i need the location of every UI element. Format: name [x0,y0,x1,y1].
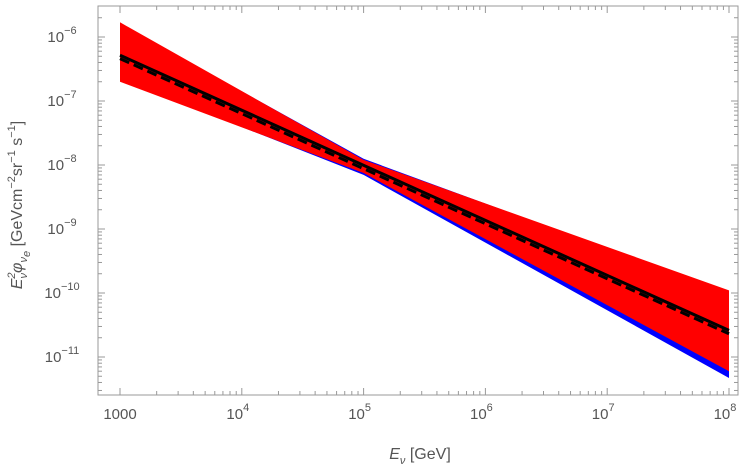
y-tick-label: 10−8 [47,153,76,174]
y-tick-label: 10−9 [47,217,76,238]
y-tick-label: 10−6 [47,25,76,46]
y-axis-label: E2νφνe [GeVcm−2sr−1 s−1] [6,121,33,289]
x-tick-label: 107 [592,402,615,423]
y-tick-label: 10−10 [44,281,79,302]
x-tick-label: 105 [348,402,371,423]
x-tick-label: 108 [714,402,737,423]
tick-labels: 1000 104 105 106 107 108 10−11 10−10 10−9 10−8 10−… [44,25,736,423]
axis-ticks [98,6,738,395]
flux-line-solid [119,53,730,332]
y-tick-label: 10−7 [47,89,76,110]
x-axis-label: Eν [GeV] [389,446,451,467]
x-tick-label: 104 [226,402,249,423]
uncertainty-bands [120,22,729,379]
flux-lines [119,53,730,336]
y-tick-label: 10−11 [45,345,80,366]
x-tick-label: 1000 [103,406,136,423]
flux-line-dashed [119,57,730,336]
x-tick-label: 106 [470,402,493,423]
plot-frame [97,5,739,396]
